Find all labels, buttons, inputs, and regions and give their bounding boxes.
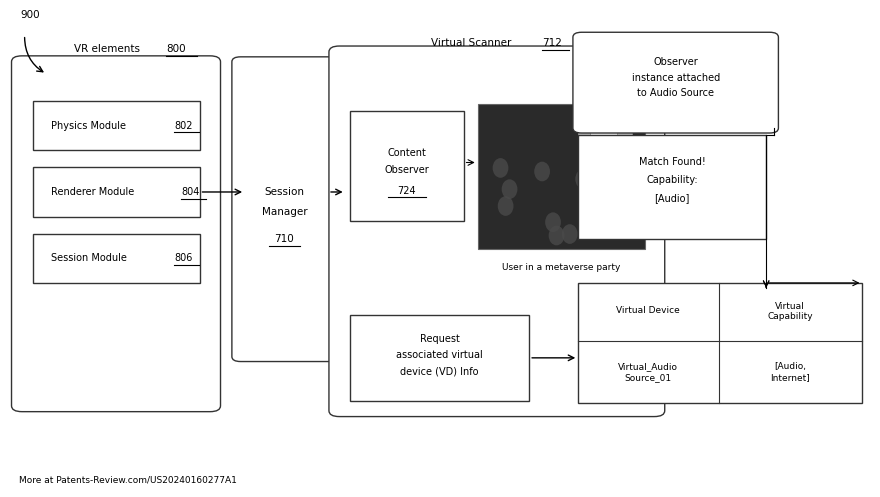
Text: More at Patents-Review.com/US20240160277A1: More at Patents-Review.com/US20240160277… bbox=[18, 476, 237, 485]
Text: 804: 804 bbox=[181, 187, 200, 197]
Bar bbox=[33, 167, 200, 217]
Text: 724: 724 bbox=[398, 185, 416, 195]
Bar bbox=[578, 118, 632, 176]
Text: Virtual Device: Virtual Device bbox=[616, 306, 679, 315]
Text: Virtual Scanner: Virtual Scanner bbox=[431, 38, 515, 48]
Text: Virtual_Audio
Source_01: Virtual_Audio Source_01 bbox=[618, 362, 678, 382]
Ellipse shape bbox=[548, 226, 564, 246]
Bar bbox=[33, 101, 200, 150]
FancyBboxPatch shape bbox=[232, 57, 337, 361]
Text: 806: 806 bbox=[174, 253, 193, 263]
Text: 712: 712 bbox=[542, 38, 562, 48]
Bar bbox=[33, 234, 200, 283]
Bar bbox=[478, 103, 646, 248]
Text: associated virtual: associated virtual bbox=[396, 350, 483, 360]
Text: Session: Session bbox=[264, 187, 304, 197]
Ellipse shape bbox=[595, 197, 611, 217]
Text: [Audio,
Internet]: [Audio, Internet] bbox=[770, 362, 810, 382]
Text: VR elements: VR elements bbox=[75, 44, 143, 55]
Text: Manager: Manager bbox=[261, 207, 307, 217]
Text: 802: 802 bbox=[174, 121, 193, 131]
Text: instance attached: instance attached bbox=[632, 73, 720, 83]
Text: to Audio Source: to Audio Source bbox=[637, 88, 715, 98]
Text: Renderer Module: Renderer Module bbox=[51, 187, 137, 197]
Ellipse shape bbox=[498, 196, 514, 216]
Text: 800: 800 bbox=[166, 44, 186, 55]
Ellipse shape bbox=[502, 179, 517, 199]
Text: device (VD) Info: device (VD) Info bbox=[400, 367, 479, 377]
Text: User in a metaverse party: User in a metaverse party bbox=[502, 263, 620, 272]
Ellipse shape bbox=[534, 162, 550, 181]
Text: Capability:: Capability: bbox=[646, 175, 698, 185]
Text: Request: Request bbox=[420, 334, 459, 344]
Text: Session Module: Session Module bbox=[51, 253, 130, 263]
FancyBboxPatch shape bbox=[11, 56, 221, 412]
Ellipse shape bbox=[493, 158, 509, 178]
Ellipse shape bbox=[596, 215, 612, 235]
Bar bbox=[578, 283, 862, 403]
Ellipse shape bbox=[625, 164, 641, 184]
Text: 710: 710 bbox=[275, 234, 294, 244]
Bar bbox=[350, 315, 529, 401]
Text: Observer: Observer bbox=[653, 57, 698, 67]
Ellipse shape bbox=[593, 172, 609, 191]
Text: Match Found!: Match Found! bbox=[639, 158, 706, 167]
Ellipse shape bbox=[576, 169, 591, 189]
Text: Observer: Observer bbox=[385, 165, 429, 175]
Text: Physics Module: Physics Module bbox=[51, 121, 129, 131]
Text: Virtual
Capability: Virtual Capability bbox=[767, 302, 813, 322]
Ellipse shape bbox=[562, 224, 577, 244]
Ellipse shape bbox=[603, 183, 619, 203]
FancyBboxPatch shape bbox=[573, 32, 779, 133]
Bar bbox=[350, 111, 464, 222]
Bar bbox=[590, 130, 617, 162]
Bar bbox=[578, 136, 766, 239]
FancyBboxPatch shape bbox=[329, 46, 664, 416]
Text: Content: Content bbox=[387, 148, 426, 158]
Text: [Audio]: [Audio] bbox=[655, 193, 690, 203]
Ellipse shape bbox=[607, 178, 623, 198]
Ellipse shape bbox=[546, 212, 561, 232]
Ellipse shape bbox=[592, 203, 608, 223]
Text: 900: 900 bbox=[20, 9, 40, 19]
